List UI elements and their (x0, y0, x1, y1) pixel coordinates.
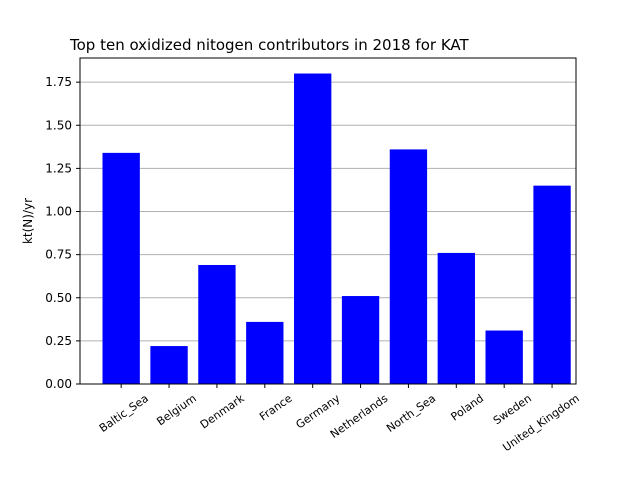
bar-poland (437, 252, 475, 384)
bar-sweden (485, 330, 523, 384)
y-tick-label: 1.50 (45, 118, 72, 132)
y-tick-label: 0.75 (45, 248, 72, 262)
bar-germany (294, 73, 332, 385)
bar-united-kingdom (533, 185, 571, 384)
y-axis-ticks: 0.00 0.25 0.50 0.75 1.00 1.25 1.50 1.75 (45, 75, 80, 391)
bar-north-sea (389, 149, 428, 384)
y-tick-label: 1.75 (45, 75, 72, 89)
y-tick-label: 0.25 (45, 334, 72, 348)
y-tick-label: 1.25 (45, 161, 72, 175)
y-tick-label: 1.00 (45, 205, 72, 219)
bar-baltic-sea (102, 152, 140, 384)
bar-france (246, 321, 284, 384)
plot-frame (79, 57, 577, 385)
axes (79, 57, 577, 385)
bar-denmark (198, 264, 236, 384)
bar-netherlands (341, 296, 380, 384)
y-tick-label: 0.00 (45, 377, 72, 391)
bar-belgium (150, 346, 188, 384)
y-tick-label: 0.50 (45, 291, 72, 305)
y-axis-label: kt(N)/yr (21, 198, 35, 244)
bars (102, 73, 571, 385)
chart-title: Top ten oxidized nitogen contributors in… (69, 36, 469, 54)
